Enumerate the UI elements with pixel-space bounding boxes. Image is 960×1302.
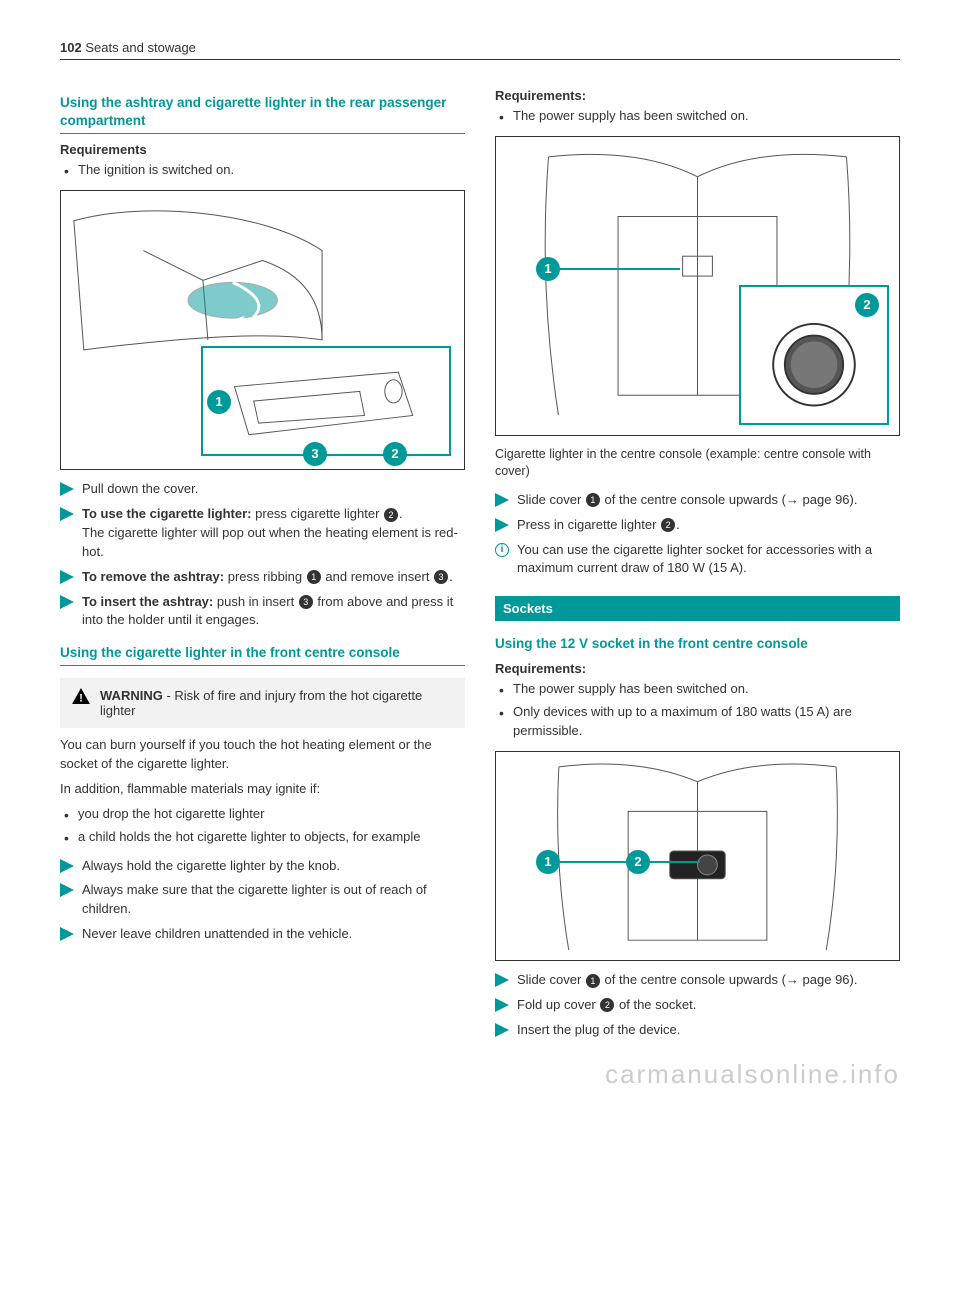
- step-text: Slide cover 1 of the centre console upwa…: [517, 971, 857, 990]
- triangle-icon: [60, 927, 74, 941]
- step-text: Always hold the cigarette lighter by the…: [82, 857, 340, 876]
- callout-2-icon: 2: [626, 850, 650, 874]
- step-text: Never leave children unattended in the v…: [82, 925, 352, 944]
- step-item: Slide cover 1 of the centre console upwa…: [495, 971, 900, 990]
- callout-inline-icon: 1: [307, 570, 321, 584]
- figure-caption: Cigarette lighter in the centre console …: [495, 446, 900, 481]
- subhead-requirements-2: Requirements:: [495, 88, 900, 103]
- info-item: i You can use the cigarette lighter sock…: [495, 541, 900, 579]
- step-item: To use the cigarette lighter: press ciga…: [60, 505, 465, 562]
- figure-rear-ashtray: 1 3 2: [60, 190, 465, 470]
- body-text: You can burn yourself if you touch the h…: [60, 736, 465, 774]
- heading-ashtray-rear: Using the ashtray and cigarette lighter …: [60, 94, 465, 134]
- callout-inline-icon: 2: [600, 998, 614, 1012]
- triangle-icon: [495, 998, 509, 1012]
- heading-cig-front: Using the cigarette lighter in the front…: [60, 644, 465, 666]
- step-text: To insert the ashtray: push in insert 3 …: [82, 593, 465, 631]
- req-item: The power supply has been switched on.: [495, 107, 900, 126]
- body-text: In addition, flammable materials may ign…: [60, 780, 465, 799]
- watermark-text: carmanualsonline.info: [605, 1059, 900, 1090]
- step-text: Always make sure that the cigarette ligh…: [82, 881, 465, 919]
- step-item: Press in cigarette lighter 2.: [495, 516, 900, 535]
- section-name: Seats and stowage: [85, 40, 196, 55]
- step-item: To insert the ashtray: push in insert 3 …: [60, 593, 465, 631]
- figure-12v-socket: 1 2: [495, 751, 900, 961]
- triangle-icon: [60, 570, 74, 584]
- callout-inline-icon: 2: [661, 518, 675, 532]
- right-column: Requirements: The power supply has been …: [495, 80, 900, 1052]
- callout-1-icon: 1: [536, 850, 560, 874]
- step-text: Press in cigarette lighter 2.: [517, 516, 680, 535]
- callout-inline-icon: 3: [434, 570, 448, 584]
- step-item: Always make sure that the cigarette ligh…: [60, 881, 465, 919]
- page-number: 102: [60, 40, 82, 55]
- triangle-icon: [60, 859, 74, 873]
- triangle-icon: [60, 507, 74, 521]
- step-text: To remove the ashtray: press ribbing 1 a…: [82, 568, 453, 587]
- step-item: Slide cover 1 of the centre console upwa…: [495, 491, 900, 510]
- figure-front-cig: 1 2: [495, 136, 900, 436]
- step-text: Insert the plug of the device.: [517, 1021, 680, 1040]
- req-item: The power supply has been switched on.: [495, 680, 900, 699]
- triangle-icon: [60, 883, 74, 897]
- triangle-icon: [60, 482, 74, 496]
- step-item: Fold up cover 2 of the socket.: [495, 996, 900, 1015]
- triangle-icon: [495, 493, 509, 507]
- warning-icon: !: [72, 688, 90, 707]
- callout-inline-icon: 2: [384, 508, 398, 522]
- step-text: Fold up cover 2 of the socket.: [517, 996, 696, 1015]
- step-item: To remove the ashtray: press ribbing 1 a…: [60, 568, 465, 587]
- step-item: Pull down the cover.: [60, 480, 465, 499]
- triangle-icon: [495, 518, 509, 532]
- page-header: 102 Seats and stowage: [60, 40, 900, 60]
- list-item: you drop the hot cigarette lighter: [60, 805, 465, 824]
- req-item: The ignition is switched on.: [60, 161, 465, 180]
- section-header-sockets: Sockets: [495, 596, 900, 621]
- triangle-icon: [495, 973, 509, 987]
- subhead-requirements-3: Requirements:: [495, 661, 900, 676]
- callout-inline-icon: 3: [299, 595, 313, 609]
- subhead-requirements-1: Requirements: [60, 142, 465, 157]
- triangle-icon: [495, 1023, 509, 1037]
- callout-1-icon: 1: [536, 257, 560, 281]
- step-text: To use the cigarette lighter: press ciga…: [82, 505, 465, 562]
- step-text: Slide cover 1 of the centre console upwa…: [517, 491, 857, 510]
- req-item: Only devices with up to a maximum of 180…: [495, 703, 900, 741]
- callout-2-icon: 2: [855, 293, 879, 317]
- warning-text: WARNING ‑ Risk of fire and injury from t…: [100, 688, 453, 718]
- triangle-icon: [60, 595, 74, 609]
- step-text: Pull down the cover.: [82, 480, 198, 499]
- info-text: You can use the cigarette lighter socket…: [517, 541, 900, 579]
- step-item: Always hold the cigarette lighter by the…: [60, 857, 465, 876]
- callout-inline-icon: 1: [586, 493, 600, 507]
- list-item: a child holds the hot cigarette lighter …: [60, 828, 465, 847]
- warning-box: ! WARNING ‑ Risk of fire and injury from…: [60, 678, 465, 728]
- info-icon: i: [495, 543, 509, 557]
- callout-inline-icon: 1: [586, 974, 600, 988]
- svg-text:!: !: [79, 693, 83, 705]
- step-item: Never leave children unattended in the v…: [60, 925, 465, 944]
- left-column: Using the ashtray and cigarette lighter …: [60, 80, 465, 1052]
- step-item: Insert the plug of the device.: [495, 1021, 900, 1040]
- heading-12v: Using the 12 V socket in the front centr…: [495, 635, 900, 653]
